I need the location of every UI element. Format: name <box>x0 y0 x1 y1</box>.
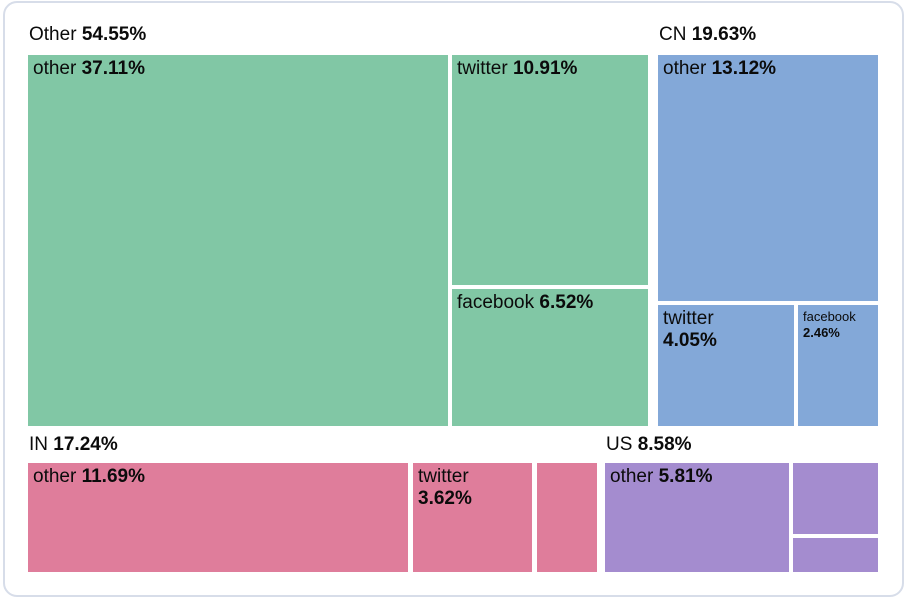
treemap-cell-us-unlabeled-1[interactable] <box>793 463 878 534</box>
treemap-cell-cn-other[interactable]: other 13.12% <box>658 55 878 301</box>
group-name: Other <box>29 24 77 45</box>
treemap-cell-cn-facebook[interactable]: facebook 2.46% <box>798 305 878 426</box>
cell-value: 3.62% <box>418 488 472 510</box>
cell-label: twitter <box>418 466 469 487</box>
cell-label: other <box>663 58 707 79</box>
treemap-cell-in-other[interactable]: other 11.69% <box>28 463 408 572</box>
cell-label: twitter <box>663 308 714 329</box>
cell-label: facebook <box>803 309 856 324</box>
cell-label: twitter <box>457 58 508 79</box>
treemap-cell-in-twitter[interactable]: twitter 3.62% <box>413 463 532 572</box>
treemap-cell-other-twitter[interactable]: twitter 10.91% <box>452 55 648 285</box>
treemap-cell-other-other[interactable]: other 37.11% <box>28 55 448 426</box>
treemap-cell-in-unlabeled[interactable] <box>537 463 597 572</box>
treemap-cell-us-unlabeled-2[interactable] <box>793 538 878 572</box>
group-percent: 19.63% <box>691 24 757 45</box>
treemap-cell-us-other[interactable]: other 5.81% <box>605 463 789 572</box>
cell-label: other <box>33 466 77 487</box>
cell-value: 13.12% <box>711 58 777 79</box>
group-name: CN <box>659 24 687 45</box>
treemap-cell-other-facebook[interactable]: facebook 6.52% <box>452 289 648 426</box>
cell-label: facebook <box>457 292 535 313</box>
cell-label: other <box>33 58 77 79</box>
treemap-cell-cn-twitter[interactable]: twitter 4.05% <box>658 305 794 426</box>
group-label-in: IN 17.24% <box>29 434 118 456</box>
cell-value: 37.11% <box>81 58 145 79</box>
group-name: IN <box>29 434 48 455</box>
cell-value: 2.46% <box>803 325 840 341</box>
cell-value: 4.05% <box>663 330 717 352</box>
group-percent: 8.58% <box>637 434 692 455</box>
cell-value: 11.69% <box>81 466 145 487</box>
group-percent: 54.55% <box>81 24 147 45</box>
cell-value: 10.91% <box>512 58 578 79</box>
cell-value: 5.81% <box>658 466 713 487</box>
group-label-other: Other 54.55% <box>29 24 146 46</box>
group-percent: 17.24% <box>53 434 118 455</box>
cell-label: other <box>610 466 654 487</box>
group-label-us: US 8.58% <box>606 434 692 456</box>
group-label-cn: CN 19.63% <box>659 24 756 46</box>
group-name: US <box>606 434 633 455</box>
cell-value: 6.52% <box>539 292 594 313</box>
